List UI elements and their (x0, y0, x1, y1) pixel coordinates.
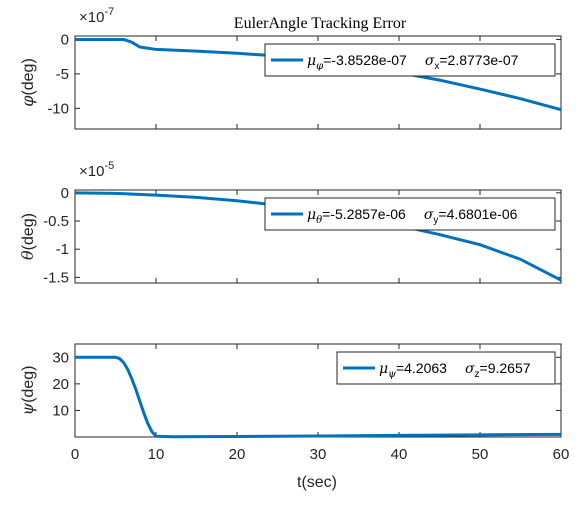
legend-mu-value: =-3.8528e-07 (323, 52, 407, 68)
y-axis-unit: (deg) (20, 213, 37, 250)
subplot-theta: 0-0.5-1-1.5×10-5θ(deg) μθ=-5.2857e-06 σy=4… (18, 160, 562, 286)
x-tick-label: 30 (310, 446, 327, 463)
exponent-power: -5 (104, 160, 114, 172)
legend-box (264, 197, 556, 231)
exponent-base: ×10 (79, 163, 104, 180)
x-tick-label: 20 (229, 446, 246, 463)
x-tick-label: 60 (553, 446, 570, 463)
legend-mu-value: =-5.2857e-06 (322, 206, 406, 222)
legend-mu-symbol: μ (307, 53, 316, 69)
y-tick-label: 10 (52, 402, 69, 419)
legend-mu-subscript: θ (316, 215, 322, 226)
legend-sigma-subscript: y (433, 215, 438, 226)
legend-mu-value: =4.2063 (396, 360, 447, 376)
exponent-label-theta: ×10-5 (79, 160, 114, 180)
legend-sigma-symbol: σ (424, 207, 434, 223)
legend-sigma-value: =9.2657 (480, 360, 531, 376)
y-axis-unit: (deg) (20, 366, 37, 403)
legend-box (264, 43, 556, 77)
legend-entry: μψ=4.2063 σz=9.2657 (379, 360, 531, 380)
x-tick-label: 40 (391, 446, 408, 463)
legend-psi: μψ=4.2063 σz=9.2657 (336, 351, 556, 385)
legend-sigma-symbol: σ (425, 53, 435, 69)
legend-sigma-symbol: σ (465, 361, 475, 377)
x-tick-label: 0 (71, 446, 79, 463)
legend-sigma-subscript: x (434, 61, 439, 72)
legend-sigma-value: =2.8773e-07 (439, 52, 518, 68)
legend-mu-symbol: μ (307, 207, 316, 223)
x-tick-label: 50 (472, 446, 489, 463)
legend-mu-symbol: μ (379, 361, 388, 377)
y-axis-label-theta: θ(deg) (18, 213, 37, 260)
y-tick-label: -0.5 (43, 213, 69, 230)
x-tick-label: 10 (148, 446, 165, 463)
y-tick-label: 0 (61, 185, 69, 202)
y-axis-label-phi: φ(deg) (18, 58, 37, 107)
y-tick-label: 20 (52, 376, 69, 393)
legend-entry: μφ=-3.8528e-07 σx=2.8773e-07 (307, 52, 519, 72)
x-axis-label: t(sec) (297, 474, 337, 491)
legend-phi: μφ=-3.8528e-07 σx=2.8773e-07 (264, 43, 556, 77)
exponent-label-phi: ×10-7 (79, 6, 114, 26)
y-axis-symbol: θ (18, 250, 37, 260)
y-tick-label: 0 (61, 31, 69, 48)
y-tick-label: -1.5 (43, 269, 69, 286)
y-tick-label: 30 (52, 349, 69, 366)
legend-sigma-value: =4.6801e-06 (438, 206, 517, 222)
y-tick-label: -10 (47, 100, 69, 117)
legend-sigma-subscript: z (475, 369, 480, 380)
exponent-base: ×10 (79, 9, 104, 26)
legend-mu-subscript: φ (316, 61, 323, 72)
y-axis-symbol: ψ (18, 402, 37, 415)
y-axis-unit: (deg) (20, 58, 37, 95)
series-line-phi (75, 37, 562, 112)
y-axis-symbol: φ (18, 95, 37, 107)
legend-mu-subscript: ψ (388, 369, 396, 380)
series-line-psi (75, 355, 562, 439)
legend-theta: μθ=-5.2857e-06 σy=4.6801e-06 (264, 197, 556, 231)
y-axis-label-psi: ψ(deg) (18, 366, 37, 416)
legend-entry: μθ=-5.2857e-06 σy=4.6801e-06 (307, 206, 518, 226)
y-tick-label: -1 (56, 241, 69, 258)
y-tick-label: -5 (56, 66, 69, 83)
exponent-power: -7 (104, 6, 114, 18)
figure-title: EulerAngle Tracking Error (234, 15, 407, 32)
subplot-phi: 0-5-10×10-7φ(deg) μφ=-3.8528e-07 σx=2.8773… (18, 6, 562, 130)
